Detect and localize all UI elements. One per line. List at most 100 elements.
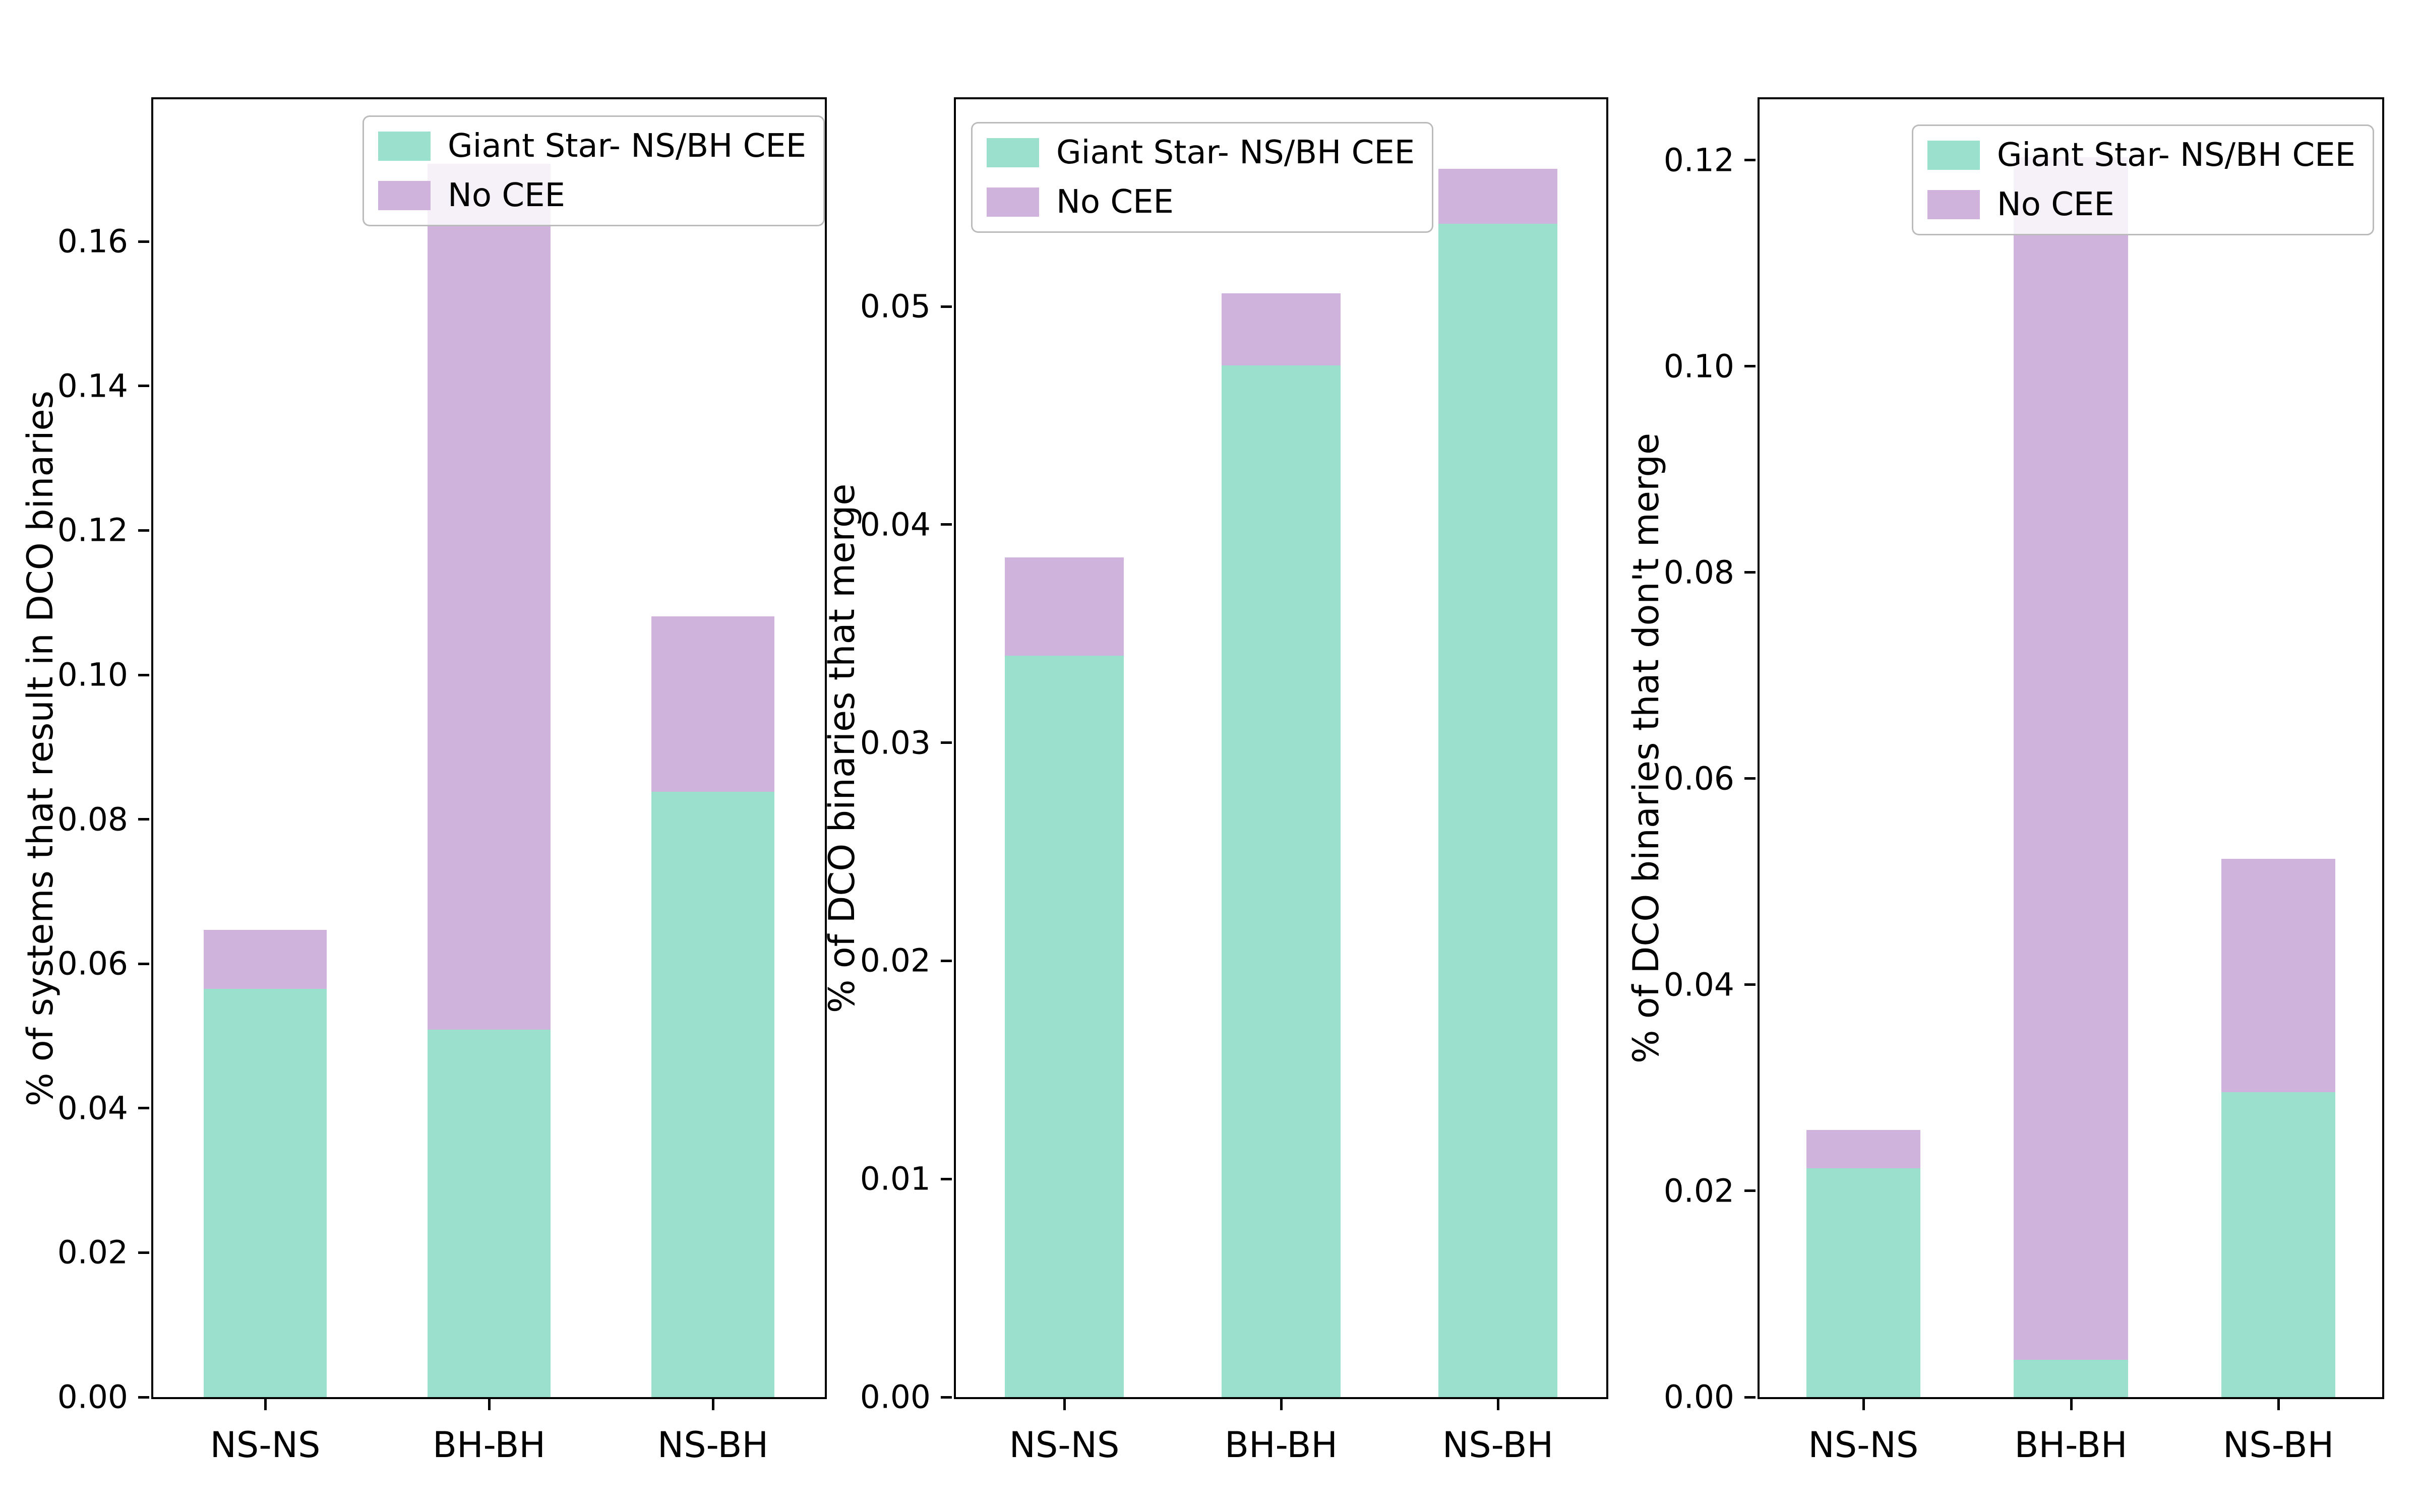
legend-label: Giant Star- NS/BH CEE: [448, 128, 807, 165]
y-tick-label: 0.03: [860, 724, 931, 762]
bar-segment-no-cee: [1221, 293, 1341, 365]
bar-segment-no-cee: [203, 929, 327, 989]
y-tick-mark: [941, 959, 952, 962]
y-tick-mark: [1744, 777, 1756, 780]
legend-label: No CEE: [448, 177, 565, 214]
x-tick-mark: [1497, 1399, 1499, 1410]
y-tick-label: 0.02: [1663, 1172, 1734, 1210]
x-tick-label: BH-BH: [432, 1424, 546, 1466]
legend-swatch-no-cee: [987, 187, 1039, 217]
y-tick-label: 0.04: [1663, 966, 1734, 1003]
x-tick-label: NS-BH: [657, 1424, 769, 1466]
y-tick-label: 0.02: [57, 1234, 128, 1271]
bar-segment-giant-star-cee: [1806, 1168, 1921, 1397]
y-tick-label: 0.12: [1663, 142, 1734, 179]
y-tick-mark: [941, 1177, 952, 1180]
x-tick-label: NS-BH: [1442, 1424, 1554, 1466]
legend-label: No CEE: [1056, 183, 1174, 221]
y-tick-mark: [138, 240, 149, 243]
y-tick-label: 0.04: [57, 1090, 128, 1127]
y-tick-mark: [941, 305, 952, 308]
y-tick-mark: [1744, 159, 1756, 162]
y-tick-label: 0.06: [57, 945, 128, 982]
legend-swatch-no-cee: [1927, 190, 1980, 219]
chart-panel-merge: NS-NS BH-BH NS-BH 0.00 0.01 0.02 0.03 0.04 0.05 G…: [860, 97, 1608, 1463]
legend: Giant Star- NS/BH CEE No CEE: [1911, 124, 2374, 235]
bar-segment-giant-star-cee: [2014, 1360, 2128, 1397]
legend-swatch-giant-star-cee: [987, 138, 1039, 167]
y-tick-label: 0.00: [1663, 1378, 1734, 1416]
legend: Giant Star- NS/BH CEE No CEE: [362, 115, 825, 226]
x-tick-label: BH-BH: [1224, 1424, 1338, 1466]
y-tick-label: 0.12: [57, 512, 128, 549]
y-tick-mark: [138, 1107, 149, 1110]
legend-item: Giant Star- NS/BH CEE: [378, 130, 806, 162]
bar-segment-giant-star-cee: [2221, 1092, 2336, 1397]
bar-segment-no-cee: [1438, 169, 1558, 224]
y-tick-label: 0.16: [57, 223, 128, 260]
y-tick-label: 0.01: [860, 1160, 931, 1198]
y-tick-mark: [1744, 571, 1756, 574]
y-tick-mark: [941, 1396, 952, 1399]
x-tick-label: NS-NS: [1009, 1424, 1120, 1466]
x-tick-mark: [1063, 1399, 1066, 1410]
y-tick-mark: [941, 741, 952, 744]
legend-item: No CEE: [378, 179, 806, 212]
bar-segment-giant-star-cee: [1004, 655, 1124, 1397]
y-tick-label: 0.00: [860, 1378, 931, 1416]
y-tick-mark: [138, 818, 149, 821]
legend-item: Giant Star- NS/BH CEE: [1927, 139, 2355, 171]
x-tick-mark: [1280, 1399, 1283, 1410]
bar-segment-giant-star-cee: [1221, 365, 1341, 1397]
y-tick-mark: [138, 673, 149, 676]
legend-item: No CEE: [987, 186, 1415, 218]
x-tick-label: BH-BH: [2014, 1424, 2128, 1466]
x-tick-mark: [264, 1399, 267, 1410]
bar-segment-no-cee: [1004, 557, 1124, 656]
legend-swatch-giant-star-cee: [1927, 141, 1980, 170]
legend-label: No CEE: [1996, 186, 2114, 223]
bar-segment-no-cee: [2221, 859, 2336, 1092]
x-tick-label: NS-BH: [2223, 1424, 2334, 1466]
y-tick-label: 0.05: [860, 288, 931, 325]
legend-item: No CEE: [1927, 188, 2355, 221]
y-tick-mark: [1744, 1396, 1756, 1399]
bar-segment-giant-star-cee: [427, 1029, 551, 1397]
y-tick-label: 0.08: [1663, 554, 1734, 591]
y-tick-label: 0.00: [57, 1378, 128, 1416]
x-tick-mark: [2070, 1399, 2073, 1410]
y-tick-label: 0.02: [860, 942, 931, 979]
y-tick-label: 0.06: [1663, 760, 1734, 797]
y-tick-label: 0.14: [57, 367, 128, 405]
y-tick-mark: [138, 385, 149, 388]
y-tick-mark: [138, 1396, 149, 1399]
bar-segment-no-cee: [1806, 1130, 1921, 1168]
x-tick-label: NS-NS: [210, 1424, 321, 1466]
legend-swatch-giant-star-cee: [378, 132, 431, 161]
y-tick-mark: [941, 523, 952, 526]
legend-item: Giant Star- NS/BH CEE: [987, 137, 1415, 169]
y-tick-label: 0.04: [860, 506, 931, 543]
y-tick-mark: [138, 962, 149, 965]
x-tick-label: NS-NS: [1808, 1424, 1919, 1466]
bar-segment-giant-star-cee: [203, 989, 327, 1397]
bar-segment-giant-star-cee: [1438, 223, 1558, 1397]
chart-panel-dont-merge: NS-NS BH-BH NS-BH 0.00 0.02 0.04 0.06 0.08 0.10 0…: [1664, 97, 2384, 1463]
y-axis-label-systems-dco: % of systems that result in DCO binaries: [20, 390, 61, 1106]
y-tick-mark: [1744, 1189, 1756, 1192]
x-tick-mark: [2277, 1399, 2280, 1410]
y-tick-mark: [138, 529, 149, 532]
legend-label: Giant Star- NS/BH CEE: [1996, 137, 2355, 174]
y-tick-mark: [1744, 365, 1756, 368]
legend: Giant Star- NS/BH CEE No CEE: [971, 122, 1434, 233]
bar-segment-no-cee: [2014, 157, 2128, 1360]
y-tick-mark: [1744, 983, 1756, 986]
y-tick-mark: [138, 1251, 149, 1254]
bar-segment-no-cee: [427, 163, 551, 1030]
legend-label: Giant Star- NS/BH CEE: [1056, 134, 1415, 171]
x-tick-mark: [488, 1399, 491, 1410]
chart-panel-dco-binaries: NS-NS BH-BH NS-BH 0.00 0.02 0.04 0.06 0.08 0.10 0…: [57, 97, 827, 1463]
x-tick-mark: [712, 1399, 714, 1410]
y-tick-label: 0.10: [1663, 348, 1734, 385]
